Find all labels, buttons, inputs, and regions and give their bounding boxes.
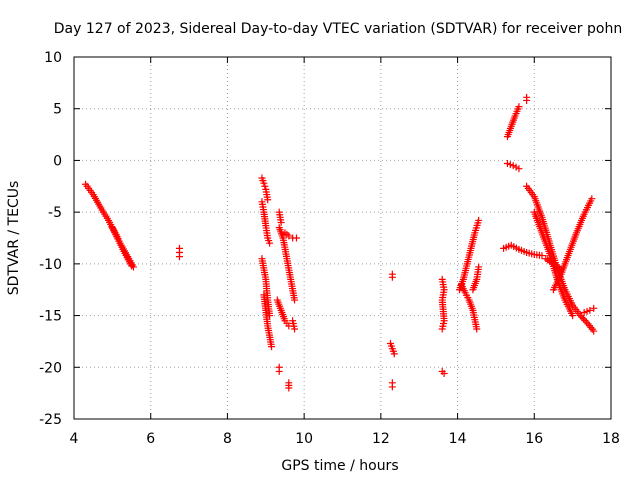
data-point — [291, 296, 299, 304]
data-point — [438, 325, 446, 333]
data-point — [582, 318, 590, 326]
x-tick-label: 10 — [295, 431, 313, 447]
data-point — [557, 265, 565, 273]
data-point — [268, 343, 276, 351]
data-point — [266, 312, 274, 320]
y-tick-label: 5 — [53, 102, 62, 118]
data-point — [291, 325, 299, 333]
data-point — [578, 313, 586, 321]
data-point — [266, 239, 274, 247]
plot-frame — [73, 56, 612, 420]
x-tick-label: 12 — [372, 431, 390, 447]
x-tick-label: 16 — [525, 431, 543, 447]
y-tick-label: 10 — [44, 50, 62, 66]
axes: 4 6 8 10 12 14 16 18 -25 -20 -15 -10 -5 0 5 10 — [39, 50, 620, 447]
data-point — [515, 165, 523, 173]
x-tick-label: 4 — [70, 431, 79, 447]
data-point — [588, 195, 596, 203]
data-point — [260, 179, 268, 187]
data-point — [538, 252, 546, 260]
y-tick-label: 0 — [53, 153, 62, 169]
y-tick-label: -10 — [39, 257, 62, 273]
data-point — [277, 218, 285, 226]
data-point — [515, 103, 523, 111]
x-tick-label: 14 — [449, 431, 467, 447]
x-tick-label: 6 — [146, 431, 155, 447]
data-point — [285, 384, 293, 392]
data-point — [129, 263, 137, 271]
y-axis-label: SDTVAR / TECUs — [6, 181, 22, 296]
data-point — [285, 232, 293, 240]
x-axis-label: GPS time / hours — [281, 458, 398, 474]
data-point — [581, 317, 589, 325]
data-point — [523, 93, 531, 101]
x-tick-label: 18 — [602, 431, 620, 447]
data-point — [590, 327, 598, 335]
data-point — [264, 196, 272, 204]
data-point — [579, 315, 587, 323]
grid — [74, 57, 611, 419]
data-point — [475, 216, 483, 224]
data-point — [175, 253, 183, 261]
data-point — [590, 304, 598, 312]
data-point — [576, 312, 584, 320]
y-tick-label: -15 — [39, 309, 62, 325]
y-tick-label: -20 — [39, 360, 62, 376]
data-point — [569, 312, 577, 320]
data-point — [473, 325, 481, 333]
data-point — [388, 383, 396, 391]
data-point — [586, 306, 594, 314]
data-point — [390, 350, 398, 358]
data-point — [440, 369, 448, 377]
data-points — [82, 93, 598, 392]
y-tick-label: -25 — [39, 412, 62, 428]
chart-title: Day 127 of 2023, Sidereal Day-to-day VTE… — [54, 21, 622, 37]
data-point — [261, 182, 269, 190]
data-point — [475, 263, 483, 271]
data-point — [388, 273, 396, 281]
data-point — [292, 234, 300, 242]
y-tick-label: -5 — [48, 205, 62, 221]
x-tick-label: 8 — [223, 431, 232, 447]
data-point — [275, 367, 283, 375]
